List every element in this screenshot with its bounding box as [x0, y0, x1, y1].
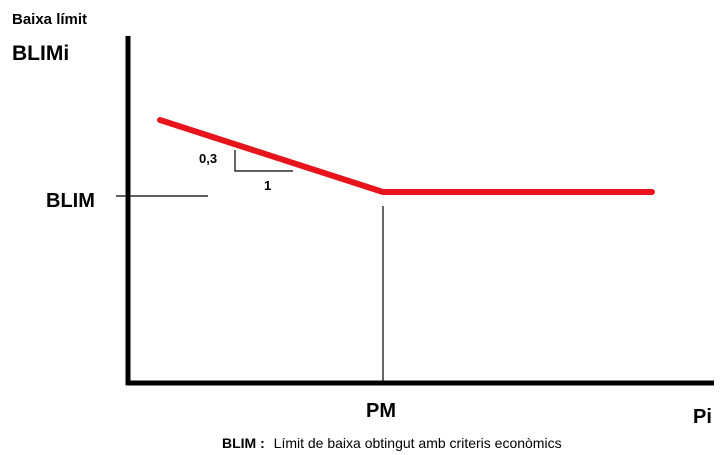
- y-axis-title-line2: BLIMi: [12, 42, 69, 65]
- slope-rise-label: 0,3: [199, 151, 217, 166]
- caption: BLIM : Límit de baixa obtingut amb crite…: [222, 435, 562, 451]
- caption-definition: Límit de baixa obtingut amb criteris eco…: [274, 435, 562, 451]
- caption-term: BLIM: [222, 435, 256, 451]
- slope-run-label: 1: [264, 178, 271, 193]
- x-axis-label: Pi: [693, 406, 712, 428]
- y-axis-title-line1: Baixa límit: [12, 11, 87, 28]
- slope-triangle: [234, 150, 293, 172]
- blim-level-label: BLIM: [46, 190, 95, 212]
- pm-label: PM: [366, 400, 396, 422]
- blim-curve: [157, 117, 655, 195]
- caption-separator: :: [260, 435, 265, 451]
